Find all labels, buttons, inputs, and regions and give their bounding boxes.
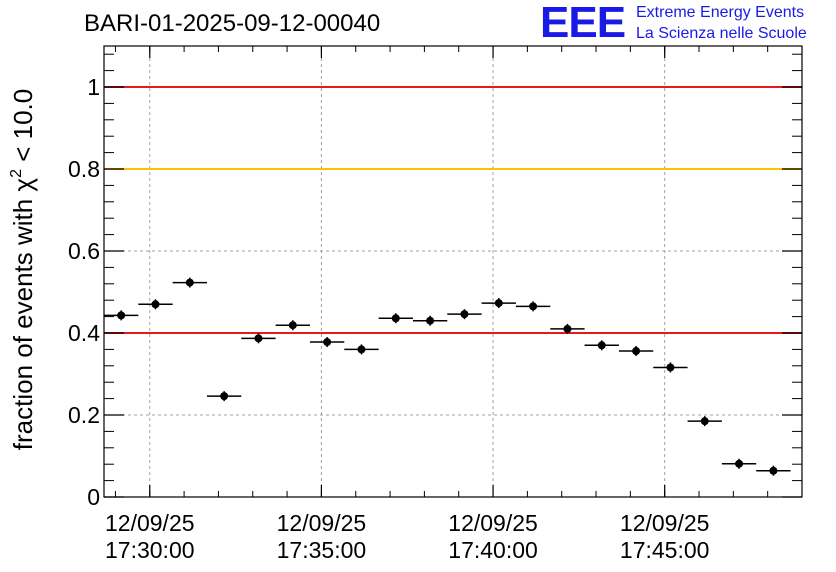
data-point <box>309 337 345 348</box>
data-point <box>584 340 619 351</box>
y-axis-label-post: < 10.0 <box>8 89 38 169</box>
y-axis-label-chi: χ <box>8 178 38 192</box>
data-point-marker <box>391 314 400 323</box>
plot-frame <box>103 45 803 498</box>
x-tick-label-date: 12/09/25 <box>105 510 195 536</box>
data-point-marker <box>597 341 606 350</box>
data-points <box>104 277 791 476</box>
y-tick-label: 1 <box>87 74 100 100</box>
x-tick-label-time: 17:45:00 <box>620 537 710 563</box>
data-point <box>138 299 173 310</box>
data-point <box>687 416 722 427</box>
data-point <box>721 458 757 469</box>
x-tick-label-time: 17:40:00 <box>448 537 538 563</box>
data-point-marker <box>563 324 572 333</box>
x-tick-label-date: 12/09/25 <box>620 510 710 536</box>
data-point-marker <box>666 363 675 372</box>
data-point-marker <box>254 334 263 343</box>
data-point <box>481 298 516 309</box>
data-point <box>412 315 448 326</box>
y-axis-label-pre: fraction of events with <box>8 192 38 451</box>
logo-line-1: Extreme Energy Events <box>636 4 805 21</box>
data-point <box>618 346 654 357</box>
data-point-marker <box>529 302 538 311</box>
data-point-marker <box>700 417 709 426</box>
data-point <box>756 465 791 476</box>
logo-line-2: La Scienza nelle Scuole <box>636 25 807 42</box>
x-tick-label-time: 17:35:00 <box>277 537 367 563</box>
data-point-marker <box>220 392 229 401</box>
data-point-marker <box>426 316 435 325</box>
x-tick-label-date: 12/09/25 <box>448 510 538 536</box>
data-point <box>104 310 139 321</box>
data-point-marker <box>632 347 641 356</box>
y-tick-label: 0.8 <box>68 156 100 182</box>
y-axis-label-sup: 2 <box>8 169 25 178</box>
data-point-marker <box>185 278 194 287</box>
y-tick-label: 0.2 <box>68 402 100 428</box>
x-tick-label-date: 12/09/25 <box>277 510 367 536</box>
data-point <box>515 301 551 312</box>
y-axis-label: fraction of events with χ2 < 10.0 <box>8 89 38 450</box>
grid <box>104 46 802 497</box>
y-tick-label: 0 <box>87 484 100 510</box>
data-point <box>172 277 207 288</box>
data-point-marker <box>323 338 332 347</box>
data-point <box>550 323 585 334</box>
eee-logo-mark: EEE <box>540 0 626 47</box>
data-point-marker <box>288 321 297 330</box>
data-point-marker <box>460 310 469 319</box>
data-point <box>378 313 413 324</box>
chart-title: BARI-01-2025-09-12-00040 <box>84 10 381 37</box>
data-point-marker <box>151 300 160 309</box>
data-point <box>653 362 688 373</box>
x-tick-label-time: 17:30:00 <box>105 537 195 563</box>
y-tick-label: 0.6 <box>68 238 100 264</box>
data-point <box>206 391 242 402</box>
data-point <box>344 344 379 355</box>
data-point-marker <box>117 311 126 320</box>
data-point-marker <box>769 466 778 475</box>
y-tick-label: 0.4 <box>68 320 100 346</box>
data-point-marker <box>494 299 503 308</box>
data-point-marker <box>357 345 366 354</box>
axes: 12/09/2517:30:0012/09/2517:35:0012/09/25… <box>68 46 803 563</box>
data-point-marker <box>735 459 744 468</box>
data-point <box>241 333 276 344</box>
reference-lines <box>104 86 802 334</box>
data-point <box>275 320 310 331</box>
data-point <box>447 309 482 320</box>
